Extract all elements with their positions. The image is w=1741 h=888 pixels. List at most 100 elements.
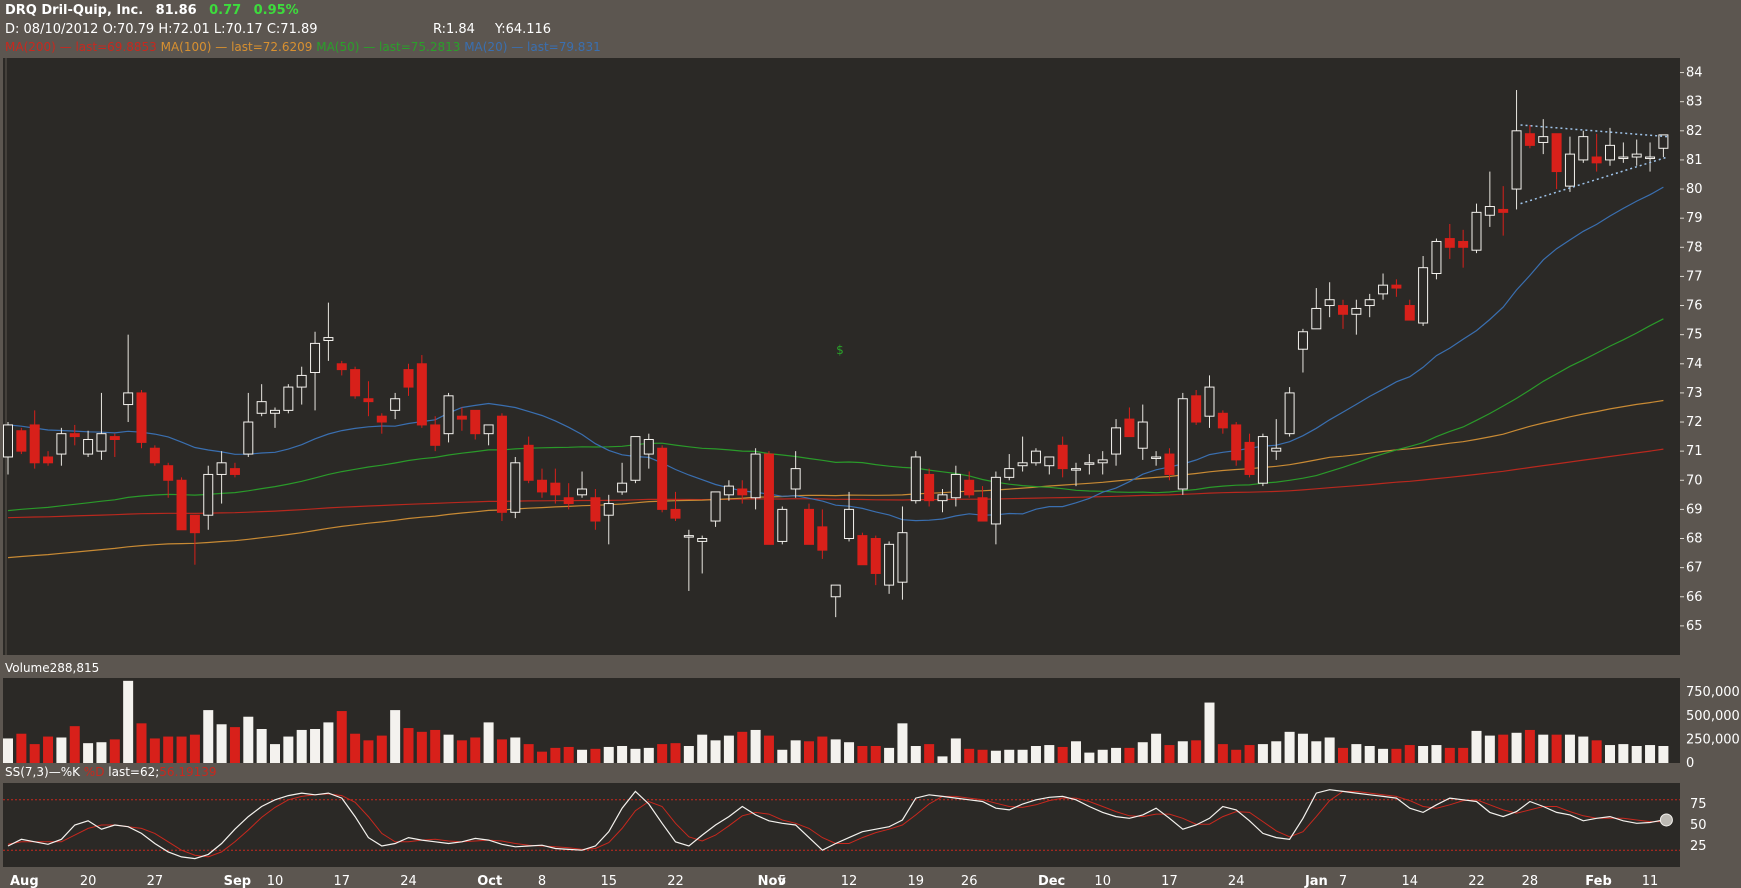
- candle-body: [750, 453, 761, 499]
- volume-bar: [123, 680, 134, 763]
- price-tick-label: 82: [1686, 124, 1703, 139]
- volume-bar: [443, 734, 454, 763]
- volume-bar: [884, 747, 895, 763]
- stoch-d-label: %D: [83, 765, 105, 779]
- date-tick-label: Aug: [10, 874, 39, 888]
- candle-body: [1151, 456, 1162, 459]
- candle-body: [1097, 459, 1108, 464]
- volume-bar: [1071, 741, 1081, 763]
- ma-legend-item: MA(200): [5, 40, 56, 54]
- volume-bar: [483, 722, 494, 763]
- volume-bar: [817, 736, 828, 763]
- date-tick-label: 10: [267, 874, 284, 888]
- volume-tick-label: 750,000: [1686, 685, 1740, 700]
- candle-body: [737, 488, 748, 496]
- volume-bar: [430, 729, 441, 763]
- date-tick-label: 19: [908, 874, 925, 888]
- candle-body: [1471, 211, 1482, 251]
- candle-body: [630, 436, 641, 481]
- volume-bars: [3, 680, 1669, 763]
- ma-legend-item: MA(100): [156, 40, 212, 54]
- volume-bar: [296, 729, 307, 763]
- candle-body: [790, 468, 801, 490]
- volume-bar: [1111, 747, 1122, 763]
- candle-body: [1177, 398, 1188, 490]
- candle-body: [710, 491, 721, 522]
- volume-bar: [403, 728, 414, 763]
- volume-bar: [1391, 748, 1402, 763]
- volume-bar: [897, 723, 908, 763]
- candle-body: [523, 444, 534, 481]
- candle-body: [256, 401, 267, 414]
- ohlc-readout: D: 08/10/2012 O:70.79 H:72.01 L:70.17 C:…: [5, 22, 318, 37]
- price-tick-label: 84: [1686, 66, 1703, 81]
- candle-body: [1431, 240, 1442, 275]
- price-tick-label: 77: [1686, 269, 1703, 284]
- candle-body: [1204, 386, 1215, 417]
- volume-bar: [1431, 745, 1442, 763]
- volume-label-row: Volume288,815: [5, 661, 99, 675]
- date-tick-label: Nov: [758, 874, 787, 888]
- stoch-last-marker: [1659, 813, 1673, 827]
- volume-bar: [456, 740, 467, 763]
- volume-bar: [910, 746, 921, 763]
- candle-body: [443, 395, 454, 435]
- volume-bar: [29, 744, 40, 763]
- volume-bar: [1511, 732, 1522, 763]
- volume-bar: [1631, 746, 1642, 763]
- volume-bar: [1271, 741, 1282, 763]
- date-tick-label: Sep: [224, 874, 252, 888]
- candle-body: [1124, 418, 1135, 438]
- candle-body: [1418, 267, 1429, 324]
- price-tick-label: 74: [1686, 357, 1703, 372]
- chart-header: DRQ Dril-Quip, Inc. 81.86 0.77 0.95%: [5, 3, 299, 18]
- price-tick-label: 81: [1686, 153, 1703, 168]
- candle-body: [56, 433, 67, 455]
- candle-body: [603, 503, 614, 516]
- date-tick-label: 20: [80, 874, 97, 888]
- volume-bar: [1484, 735, 1495, 763]
- volume-bar: [203, 710, 214, 763]
- stoch-d-value: 56.19139: [159, 765, 217, 779]
- r-readout: R:1.84: [433, 22, 475, 37]
- volume-bar: [857, 746, 868, 763]
- open-readout: O:70.79: [102, 22, 155, 37]
- candle-body: [323, 337, 334, 341]
- date-tick-label: Feb: [1585, 874, 1611, 888]
- y-readout: Y:64.116: [495, 22, 552, 37]
- volume-bar: [697, 734, 708, 763]
- candle-body: [817, 526, 828, 551]
- candle-body: [1030, 450, 1041, 464]
- candle-body: [1404, 305, 1415, 321]
- high-readout: H:72.01: [158, 22, 210, 37]
- volume-bar: [1618, 744, 1629, 763]
- candle-body: [1618, 156, 1629, 160]
- volume-bar: [229, 727, 240, 763]
- moving-average-lines: [7, 186, 1664, 559]
- volume-bar: [1378, 748, 1389, 763]
- volume-bar: [1177, 741, 1188, 763]
- volume-bar: [1030, 746, 1041, 763]
- date-tick-label: 27: [147, 874, 164, 888]
- candle-body: [1111, 427, 1122, 455]
- candle-body: [1004, 468, 1015, 478]
- stoch-k-label: —%K: [48, 765, 80, 779]
- date-readout: D: 08/10/2012: [5, 22, 99, 37]
- volume-bar: [496, 739, 507, 763]
- volume-bar: [1351, 744, 1362, 763]
- volume-bar: [3, 738, 13, 763]
- volume-bar: [16, 733, 27, 763]
- candle-body: [550, 482, 561, 496]
- candle-body: [270, 409, 280, 414]
- volume-bar: [790, 740, 801, 763]
- candle-body: [1231, 424, 1242, 461]
- candle-body: [1511, 130, 1522, 190]
- volume-bar: [336, 711, 347, 763]
- candle-body: [1217, 412, 1228, 429]
- volume-bar: [1498, 734, 1509, 763]
- candle-body: [1351, 307, 1362, 315]
- triangle-pattern: [1520, 124, 1668, 205]
- volume-bar: [777, 749, 788, 763]
- candle-body: [243, 421, 254, 455]
